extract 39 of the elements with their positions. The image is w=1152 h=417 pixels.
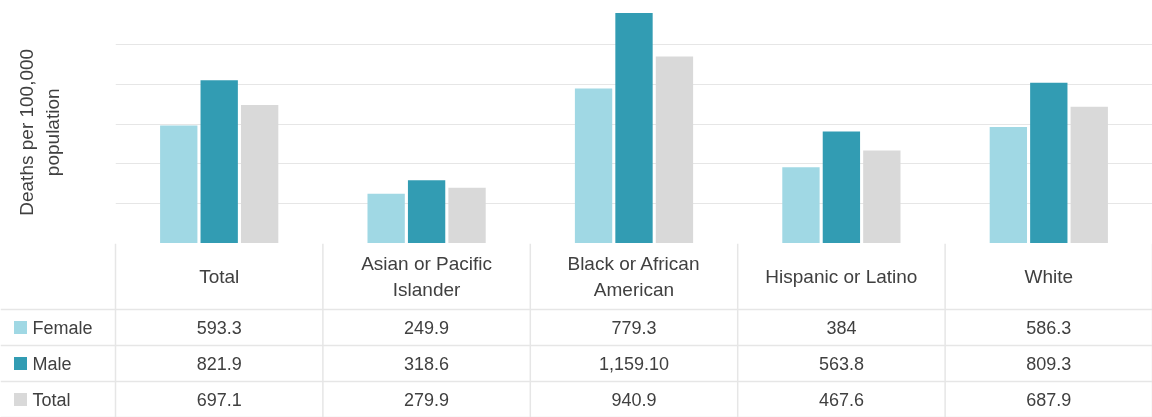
bar <box>989 126 1028 243</box>
bar <box>574 88 613 243</box>
bar <box>407 180 446 243</box>
bar <box>655 56 694 243</box>
data-label: 467.6 <box>818 390 864 410</box>
data-label: 279.9 <box>404 390 450 410</box>
bar <box>160 125 198 243</box>
x-tick-label: Hispanic or Latino <box>765 266 918 287</box>
y-axis-title: Deaths per 100,000 population <box>16 48 63 216</box>
x-tick-label: Total <box>199 266 240 287</box>
data-label: 593.3 <box>196 318 242 338</box>
bar <box>615 13 653 243</box>
bar <box>1070 106 1108 243</box>
data-label: 940.9 <box>611 390 657 410</box>
data-label: 318.6 <box>404 354 450 374</box>
data-label: 687.9 <box>1026 390 1072 410</box>
data-label: 249.9 <box>404 318 450 338</box>
data-label: 779.3 <box>611 318 657 338</box>
bar <box>863 150 901 243</box>
bar <box>782 167 820 243</box>
x-tick-label: Black or African American <box>567 252 700 301</box>
data-label: 697.1 <box>196 390 242 410</box>
bar <box>200 80 238 243</box>
bar <box>822 131 861 243</box>
legend-label: Male <box>32 353 72 374</box>
legend-label: Total <box>32 389 71 410</box>
bar <box>367 193 405 243</box>
legend-label: Female <box>32 317 93 338</box>
bar <box>240 104 279 243</box>
data-label: 586.3 <box>1026 318 1072 338</box>
bar <box>1030 82 1068 243</box>
x-tick-label: Asian or Pacific Islander <box>361 252 493 301</box>
data-label: 384 <box>826 318 857 338</box>
data-label: 809.3 <box>1026 354 1072 374</box>
bar <box>448 187 486 243</box>
data-label: 1,159.10 <box>598 354 670 374</box>
data-label: 563.8 <box>818 354 864 374</box>
data-label: 821.9 <box>196 354 242 374</box>
x-tick-label: White <box>1024 266 1074 287</box>
